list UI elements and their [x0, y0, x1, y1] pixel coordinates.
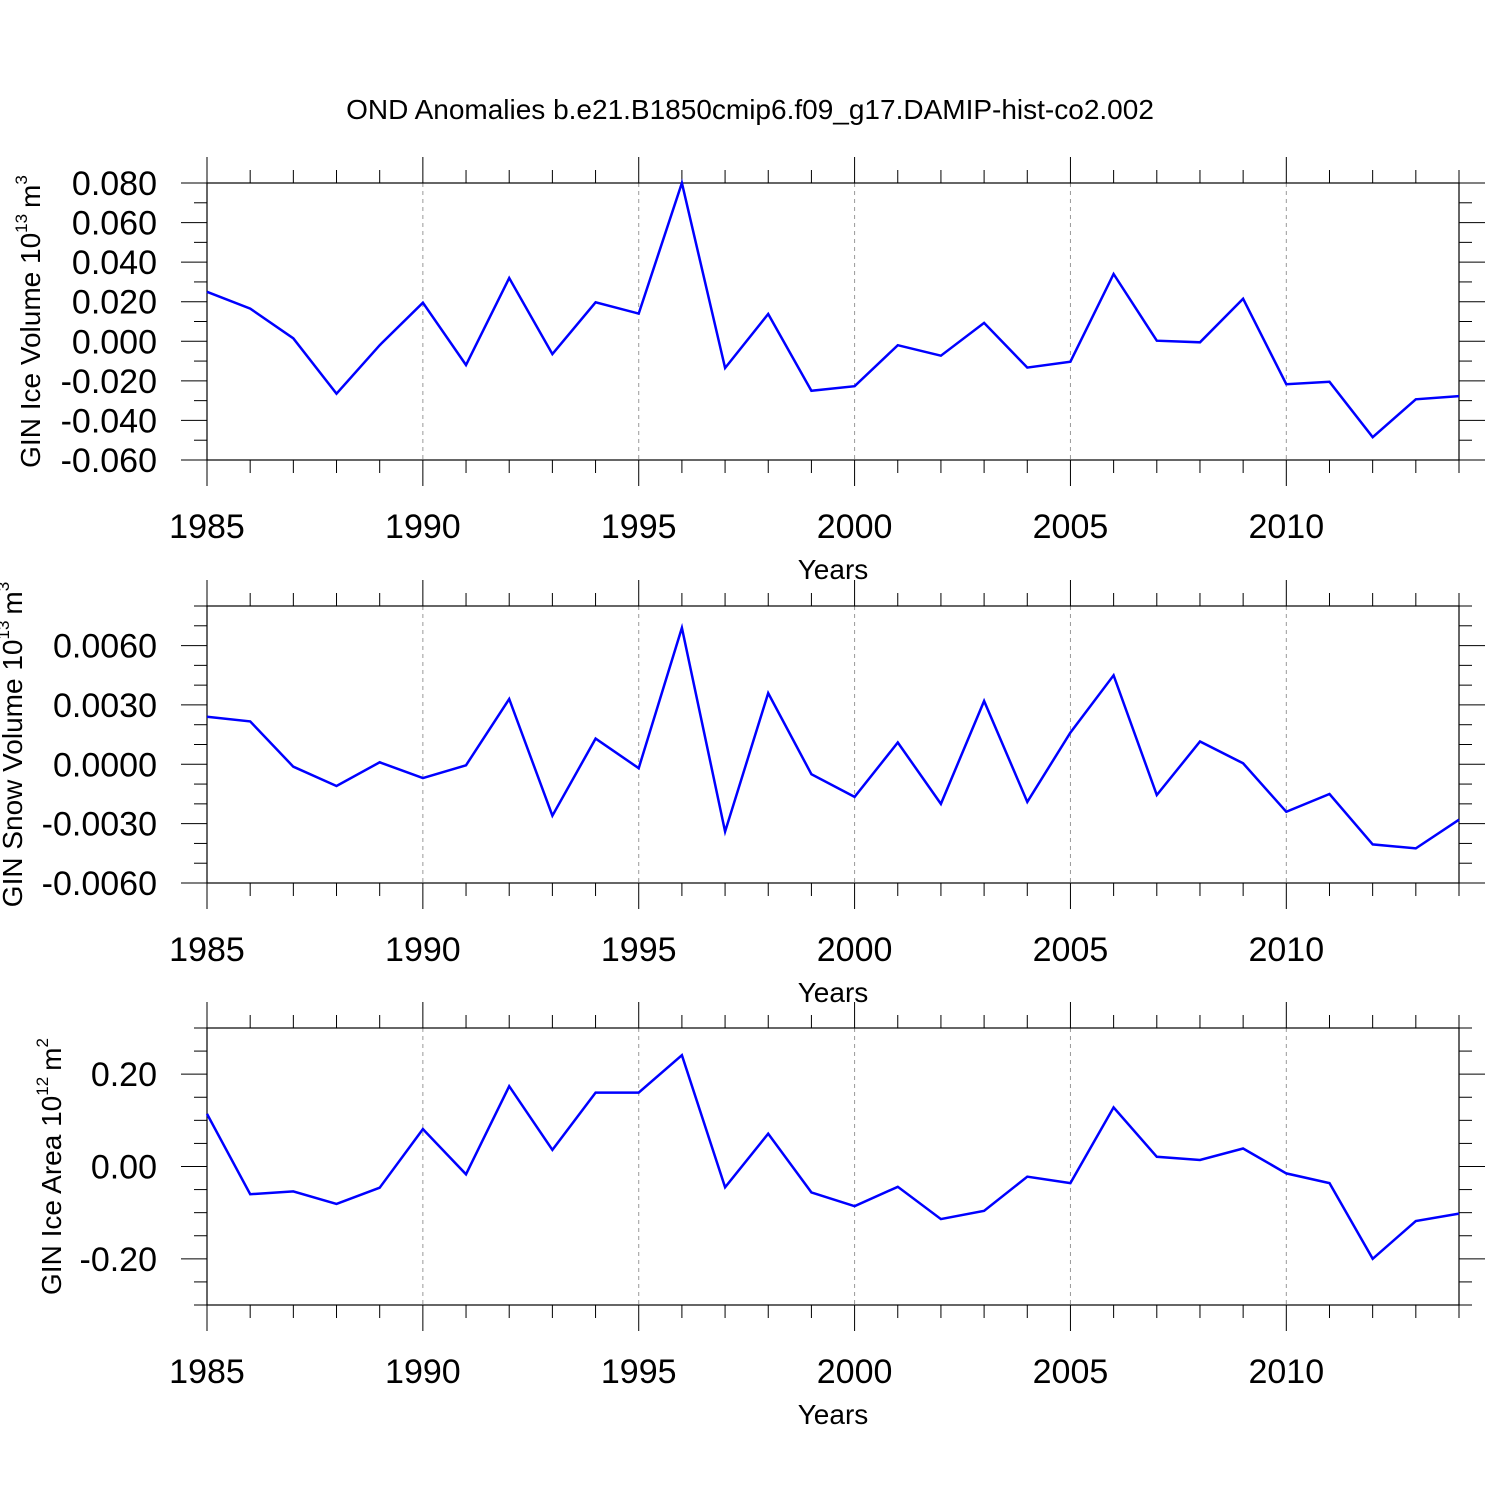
- y-axis-label: GIN Ice Area 1012 m2: [33, 1038, 67, 1295]
- x-tick-label: 1985: [169, 1353, 245, 1391]
- x-axis-label: Years: [798, 554, 869, 585]
- y-tick-label: -0.060: [61, 442, 157, 480]
- plot-frame: [206, 605, 1460, 884]
- x-tick-label: 1985: [169, 508, 245, 546]
- x-tick-label: 2005: [1033, 931, 1109, 969]
- x-tick-label: 2010: [1248, 1353, 1324, 1391]
- x-tick-label: 2005: [1033, 1353, 1109, 1391]
- panel-ice-area: 1985 1990 1995 2000 2005 2010 Years -0.20 0.00 0.…: [33, 1002, 1485, 1430]
- y-axis-label: GIN Snow Volume 1013 m3: [0, 582, 28, 907]
- plot-frame: [206, 182, 1460, 461]
- y-axis-label-unit-exponent: 3: [0, 582, 13, 591]
- series-line: [205, 1053, 1460, 1261]
- y-axis-label-exponent: 13: [12, 214, 31, 233]
- x-tick-label: 2000: [817, 1353, 893, 1391]
- x-tick-label: 2010: [1248, 931, 1324, 969]
- y-tick-label: 0.060: [72, 205, 157, 243]
- y-axis-label-exponent: 12: [33, 1077, 52, 1096]
- y-axis-label-unit: m: [0, 591, 28, 614]
- y-tick-label: 0.0030: [53, 687, 157, 725]
- panel-snow-volume: 1985 1990 1995 2000 2005 2010 Years -0.0060 -0.0…: [0, 580, 1485, 1008]
- x-tick-label: 1990: [385, 508, 461, 546]
- y-axis-label-unit: m: [15, 185, 46, 208]
- y-tick-label: -0.0030: [42, 806, 157, 844]
- y-axis-label-text: GIN Ice Area 10: [36, 1096, 67, 1295]
- series-line: [206, 178, 1460, 440]
- y-tick-label: 0.080: [72, 165, 157, 203]
- x-axis-label: Years: [798, 1399, 869, 1430]
- y-axis-label: GIN Ice Volume 1013 m3: [12, 175, 46, 468]
- y-tick-label: 0.0000: [53, 746, 157, 784]
- y-axis-label-unit-exponent: 3: [12, 175, 31, 184]
- y-tick-label: 0.0060: [53, 628, 157, 666]
- y-tick-label: -0.20: [80, 1241, 158, 1279]
- x-tick-label: 1985: [169, 931, 245, 969]
- y-tick-label: 0.000: [72, 323, 157, 361]
- x-tick-label: 2000: [817, 931, 893, 969]
- x-tick-label: 2000: [817, 508, 893, 546]
- x-tick-label: 2005: [1033, 508, 1109, 546]
- y-axis-label-text: GIN Ice Volume 10: [15, 233, 46, 468]
- y-tick-label: 0.020: [72, 284, 157, 322]
- x-tick-label: 1990: [385, 931, 461, 969]
- y-axis-label-exponent: 13: [0, 621, 13, 640]
- series-line: [206, 622, 1460, 850]
- x-tick-label: 1995: [601, 508, 677, 546]
- panel-ice-volume: 1985 1990 1995 2000 2005 2010 Years -0.060-0.04…: [12, 157, 1485, 585]
- figure-title: OND Anomalies b.e21.B1850cmip6.f09_g17.D…: [346, 94, 1154, 125]
- x-tick-label: 1990: [385, 1353, 461, 1391]
- y-tick-label: 0.20: [91, 1056, 157, 1094]
- x-tick-label: 1995: [601, 931, 677, 969]
- y-axis-label-text: GIN Snow Volume 10: [0, 640, 28, 908]
- x-tick-label: 2010: [1248, 508, 1324, 546]
- y-tick-label: -0.020: [61, 363, 157, 401]
- x-axis-label: Years: [798, 977, 869, 1008]
- y-axis-label-unit-exponent: 2: [33, 1038, 52, 1047]
- y-tick-label: 0.00: [91, 1149, 157, 1187]
- y-tick-label: -0.0060: [42, 865, 157, 903]
- x-tick-label: 1995: [601, 1353, 677, 1391]
- y-tick-label: -0.040: [61, 402, 157, 440]
- y-tick-label: 0.040: [72, 244, 157, 282]
- y-axis-label-unit: m: [36, 1048, 67, 1071]
